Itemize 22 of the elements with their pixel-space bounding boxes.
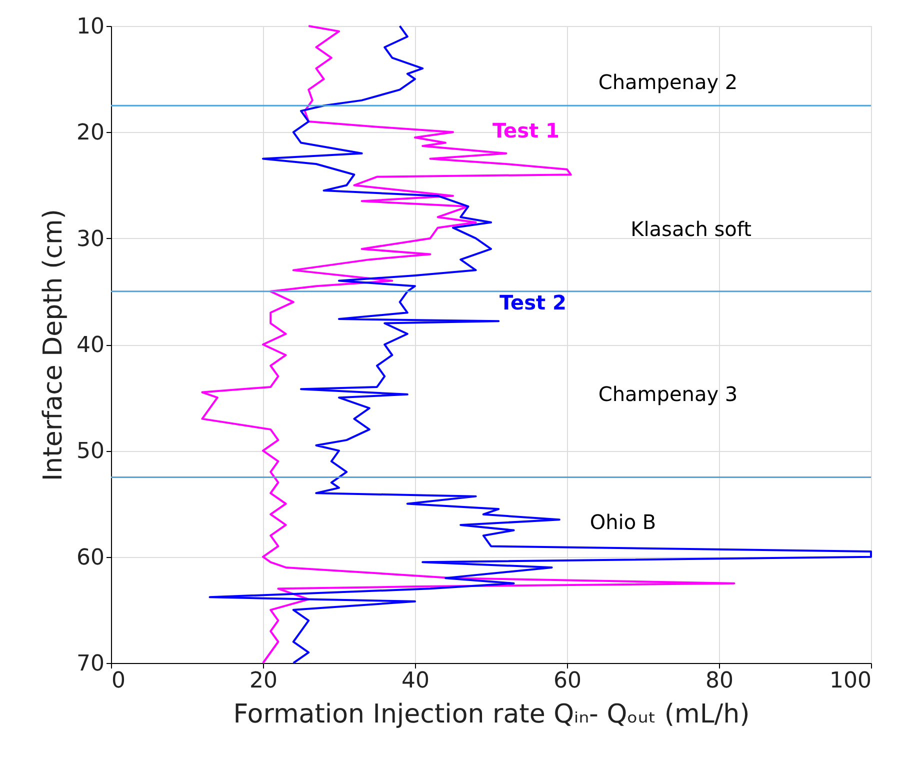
annotation: Klasach soft	[630, 217, 752, 241]
series-label: Test 1	[492, 118, 560, 143]
series-label: Test 2	[500, 290, 566, 314]
x-tick-label: 40	[402, 668, 430, 694]
x-tick-label: 20	[250, 668, 278, 694]
x-tick-label: 60	[554, 668, 582, 694]
line-series	[208, 25, 872, 664]
y-axis-title: Interface Depth (cm)	[38, 208, 69, 482]
x-tick-label: 100	[830, 668, 872, 694]
y-tick-label: 70	[76, 652, 104, 676]
y-tick-label: 10	[76, 14, 104, 40]
y-tick-label: 50	[76, 439, 104, 464]
y-tick-label: 60	[76, 545, 104, 570]
y-tick-label: 20	[76, 120, 104, 146]
annotation: Champenay 2	[598, 70, 738, 94]
x-tick-label: 80	[706, 668, 734, 694]
annotation: Champenay 3	[598, 382, 738, 406]
y-tick-label: 30	[76, 226, 104, 252]
x-tick-label: 0	[112, 668, 126, 694]
annotation: Ohio B	[590, 510, 656, 534]
x-axis-title: Formation Injection rate Qᵢₙ- Qₒᵤₜ (mL/h)	[233, 700, 750, 730]
y-tick-label: 40	[76, 333, 104, 358]
